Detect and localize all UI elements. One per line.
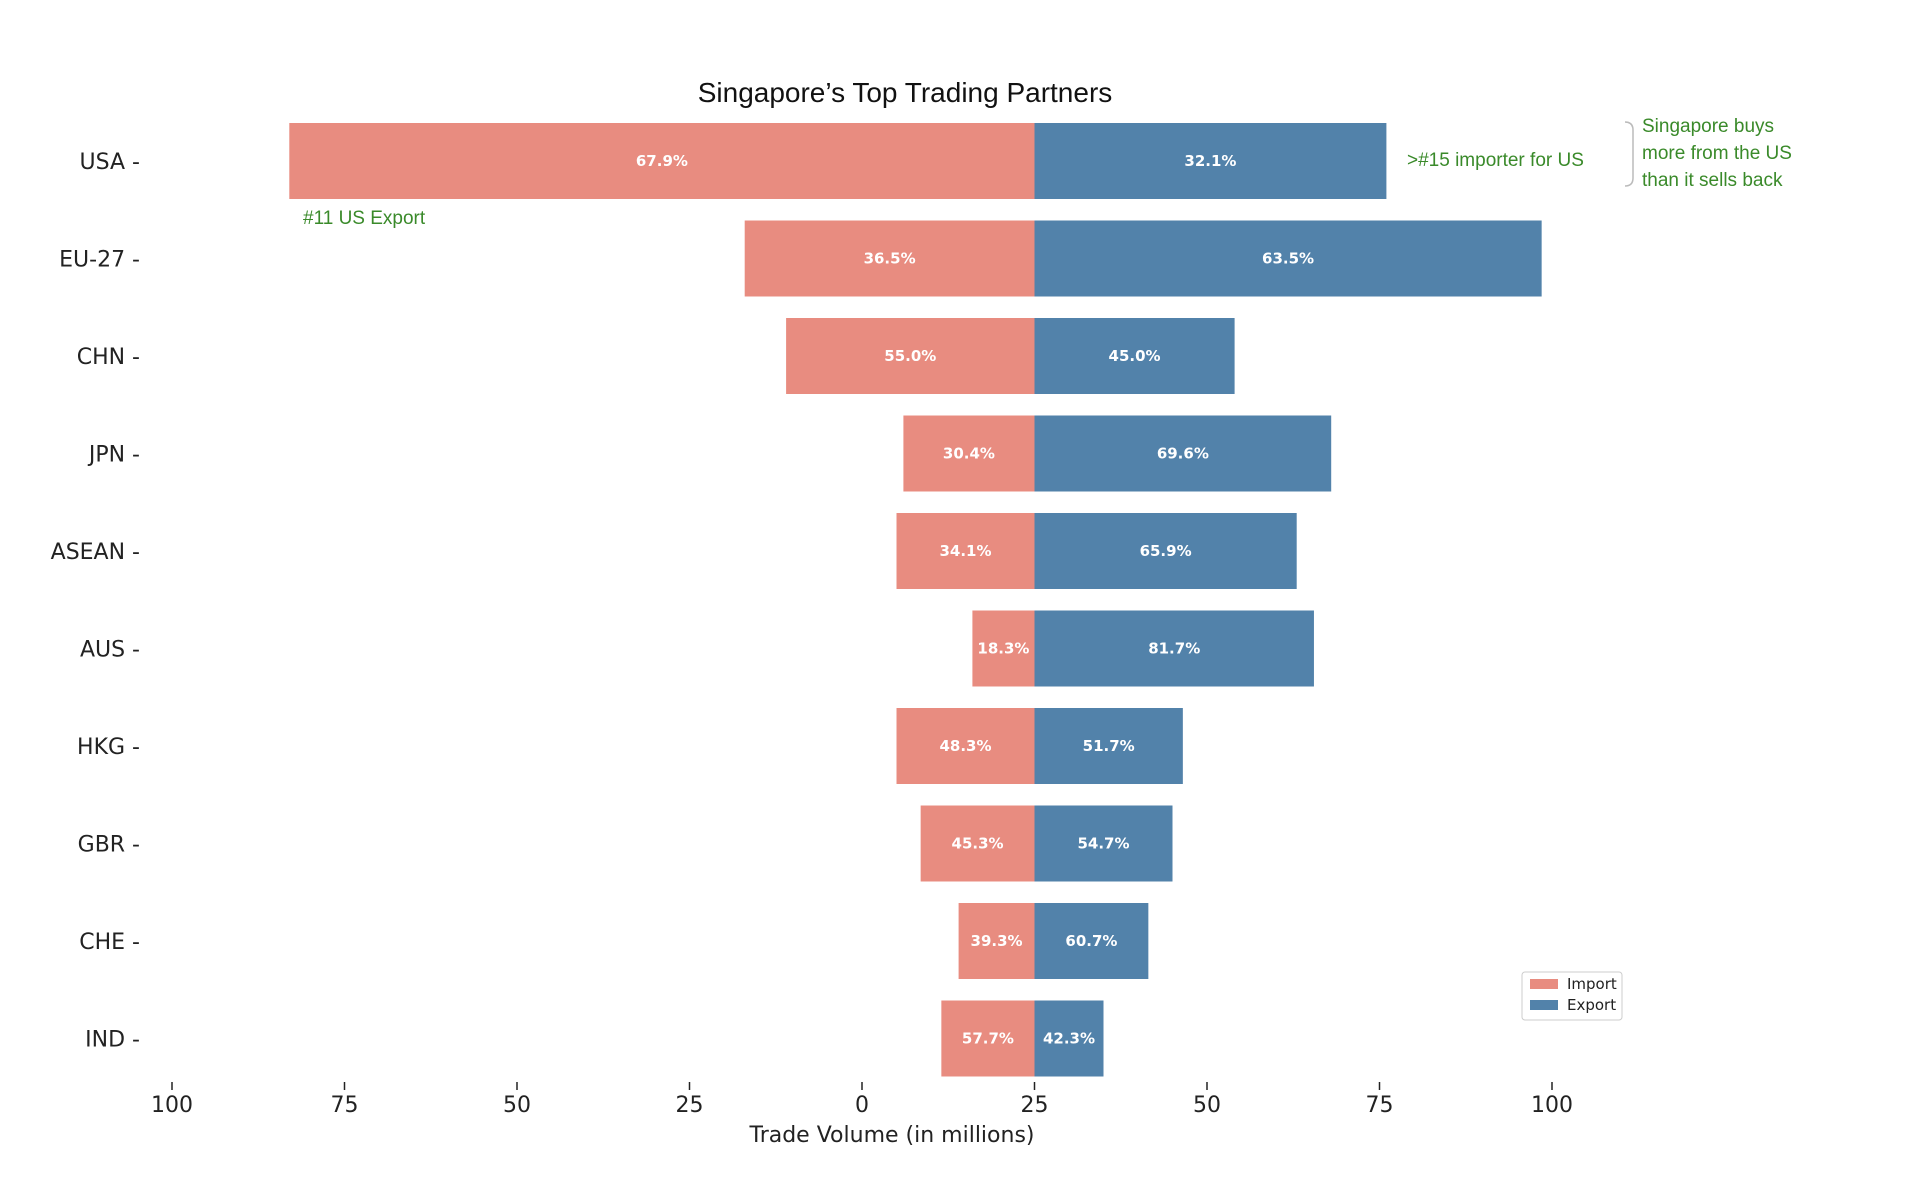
bar-label-import: 36.5% (864, 250, 916, 268)
bar-import (958, 903, 1035, 979)
chart-title: Singapore’s Top Trading Partners (698, 77, 1113, 108)
bar-label-import: 48.3% (939, 737, 991, 755)
bar-export (1034, 708, 1183, 784)
x-tick-label: 75 (331, 1093, 359, 1118)
category-label: AUS - (80, 638, 140, 663)
bar-export (1034, 220, 1542, 297)
category-label: CHE - (79, 930, 140, 955)
x-tick-label: 50 (1193, 1093, 1221, 1118)
bar-export (1034, 318, 1235, 394)
annotation-buys-line-2: more from the US (1642, 143, 1792, 164)
bar-label-import: 34.1% (939, 542, 991, 560)
legend-swatch-import (1530, 979, 1558, 989)
bar-label-import: 30.4% (943, 445, 995, 463)
category-label: HKG - (77, 735, 140, 760)
category-label: CHN - (77, 345, 140, 370)
bar-label-export: 42.3% (1043, 1030, 1095, 1048)
bar-import (896, 513, 1035, 589)
bar-label-export: 60.7% (1065, 932, 1117, 950)
bar-label-export: 69.6% (1157, 445, 1209, 463)
category-label: USA - (80, 150, 140, 175)
x-tick-label: 25 (1021, 1093, 1049, 1118)
x-axis: 100 75 50 25 0 25 50 75 100 (151, 1082, 1573, 1118)
bar-export (1034, 123, 1387, 199)
x-tick-label: 100 (151, 1093, 193, 1118)
bar-label-export: 54.7% (1077, 835, 1129, 853)
x-tick-label: 100 (1531, 1093, 1573, 1118)
bar-export (1034, 610, 1314, 687)
annotation-us-export: #11 US Export (303, 208, 426, 229)
legend: Import Export (1521, 971, 1623, 1021)
x-tick-label: 0 (855, 1093, 869, 1118)
bar-label-export: 63.5% (1262, 250, 1314, 268)
x-tick-label: 50 (503, 1093, 531, 1118)
x-tick-label: 25 (676, 1093, 704, 1118)
bar-import (786, 318, 1035, 394)
bar-export (1034, 805, 1173, 882)
bar-export (1034, 415, 1332, 492)
bar-import (896, 708, 1035, 784)
category-label: GBR - (78, 833, 140, 858)
bar-export (1034, 903, 1149, 979)
bar-import (920, 805, 1035, 882)
bar-label-import: 18.3% (977, 640, 1029, 658)
bar-import (972, 610, 1035, 687)
bar-export (1034, 1000, 1104, 1077)
bar-label-import: 67.9% (636, 152, 688, 170)
legend-label-import: Import (1567, 975, 1617, 993)
annotation-bracket (1624, 121, 1634, 187)
bar-label-export: 51.7% (1083, 737, 1135, 755)
bars-layer: 67.9% 32.1% 36.5% 63.5% 55.0% 45.0% 30.4% 69.6%… (289, 123, 1542, 1077)
bar-export (1034, 513, 1297, 589)
bar-label-import: 39.3% (971, 932, 1023, 950)
category-label: IND - (85, 1028, 140, 1053)
bar-import (744, 220, 1035, 297)
legend-label-export: Export (1567, 996, 1616, 1014)
x-axis-label: Trade Volume (in millions) (748, 1123, 1034, 1148)
bar-label-import: 45.3% (952, 835, 1004, 853)
annotation-buys-line-1: Singapore buys (1642, 116, 1774, 137)
bar-import (941, 1000, 1035, 1077)
bar-label-export: 32.1% (1184, 152, 1236, 170)
bar-label-export: 65.9% (1140, 542, 1192, 560)
bar-import (903, 415, 1035, 492)
legend-swatch-export (1530, 1000, 1558, 1010)
category-label: JPN - (87, 443, 140, 468)
bar-label-import: 55.0% (884, 347, 936, 365)
bar-label-export: 81.7% (1148, 640, 1200, 658)
category-label: EU-27 - (59, 248, 140, 273)
bar-label-import: 57.7% (962, 1030, 1014, 1048)
x-tick-label: 75 (1366, 1093, 1394, 1118)
annotation-importer-rank: >#15 importer for US (1407, 150, 1584, 171)
annotations: #11 US Export >#15 importer for US Singa… (303, 116, 1792, 229)
bar-label-export: 45.0% (1109, 347, 1161, 365)
bar-import (289, 123, 1035, 199)
category-label: ASEAN - (51, 540, 140, 565)
annotation-buys-line-3: than it sells back (1642, 170, 1783, 191)
category-axis: USA - EU-27 - CHN - JPN - ASEAN - AUS - HKG - G… (51, 150, 140, 1053)
